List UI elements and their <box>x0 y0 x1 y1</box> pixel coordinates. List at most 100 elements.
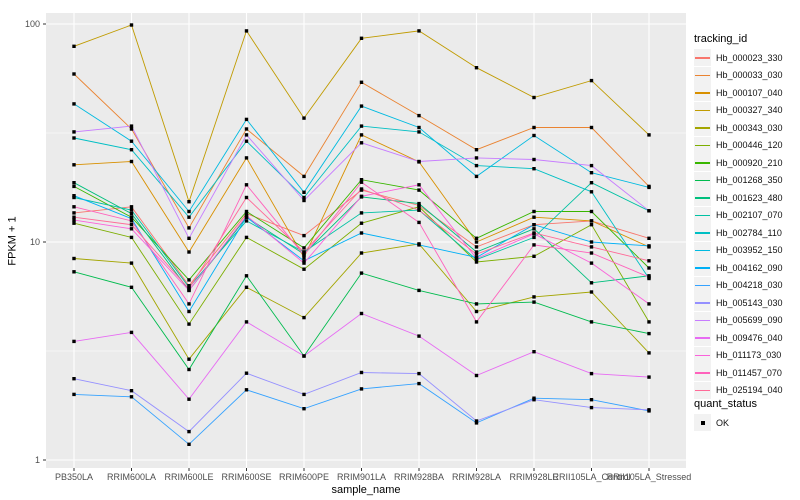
data-point <box>417 381 421 386</box>
legend-key-box <box>694 259 711 276</box>
data-point <box>532 231 536 235</box>
data-point <box>244 214 249 218</box>
data-point <box>474 148 479 152</box>
data-point <box>187 250 191 254</box>
data-point <box>302 354 306 358</box>
legend-entry-label: Hb_002107_070 <box>716 210 783 220</box>
legend-entry-Hb_004218_030: Hb_004218_030 <box>694 276 783 294</box>
data-point <box>302 190 306 194</box>
legend-title-tracking-id: tracking_id <box>694 33 748 45</box>
data-point <box>129 124 134 128</box>
data-point <box>647 266 651 270</box>
x-tick-label-RRIM928LE: RRIM928LE <box>509 472 559 482</box>
y-tick-label-10: 10 <box>29 237 40 247</box>
data-point <box>244 209 249 214</box>
data-point <box>359 311 364 316</box>
data-point <box>589 405 594 410</box>
legend-entry-Hb_005143_030: Hb_005143_030 <box>694 294 783 311</box>
data-point <box>474 236 479 240</box>
legend-key-line-icon <box>695 267 710 269</box>
legend-key-box <box>694 206 711 224</box>
data-point <box>532 223 536 227</box>
data-point <box>532 157 536 162</box>
data-point <box>589 219 594 223</box>
x-tick-label-RRIM600LA: RRIM600LA <box>106 472 157 482</box>
data-point <box>647 320 651 324</box>
data-point <box>72 136 76 140</box>
data-point <box>589 78 594 83</box>
data-point <box>244 371 249 375</box>
y-tick-label-100: 100 <box>24 19 40 29</box>
data-point <box>474 260 479 264</box>
data-point <box>417 334 421 338</box>
data-point <box>647 331 651 336</box>
data-point <box>474 421 479 425</box>
data-point <box>474 309 479 314</box>
data-point <box>417 29 421 33</box>
legend-entry-label: Hb_000033_030 <box>716 70 783 80</box>
data-point <box>244 195 249 200</box>
data-point <box>532 295 536 299</box>
legend-entry-Hb_000023_330: Hb_000023_330 <box>694 49 783 66</box>
legend-key-box <box>694 329 711 346</box>
data-point <box>187 215 191 219</box>
legend-key-box <box>694 119 711 136</box>
x-tick-label-RRIM928BA: RRIM928BA <box>393 472 445 482</box>
data-point <box>72 195 76 200</box>
data-point <box>417 159 421 164</box>
data-point <box>359 251 364 255</box>
data-point <box>417 288 421 293</box>
legend-entry-label: Hb_002784_110 <box>716 227 782 238</box>
data-point <box>474 250 479 254</box>
legend-key-box <box>694 276 711 294</box>
data-point <box>647 259 651 263</box>
data-point <box>72 44 76 48</box>
legend-key-line-icon <box>695 214 710 217</box>
data-point <box>359 387 364 391</box>
data-point <box>359 104 364 108</box>
data-point <box>187 429 191 434</box>
data-point <box>72 377 76 381</box>
legend-key-box <box>694 311 711 329</box>
data-point <box>359 178 364 182</box>
data-point <box>244 117 249 122</box>
data-point <box>129 223 134 227</box>
legend-entry-Hb_000107_040: Hb_000107_040 <box>694 84 783 101</box>
data-point <box>589 398 594 402</box>
data-point <box>532 300 536 304</box>
data-point <box>244 127 249 131</box>
data-point <box>359 124 364 128</box>
data-point <box>474 256 479 261</box>
data-point <box>647 236 651 240</box>
legend-entry-Hb_002107_070: Hb_002107_070 <box>694 206 783 224</box>
data-point <box>129 139 134 143</box>
legend-key-box <box>694 66 711 84</box>
data-point <box>72 163 76 167</box>
x-tick-label-RRIM928LA: RRIM928LA <box>451 472 502 482</box>
data-point <box>474 163 479 168</box>
legend-entry-Hb_001623_480: Hb_001623_480 <box>694 189 783 206</box>
data-point <box>187 226 191 230</box>
data-point <box>647 275 651 279</box>
data-point <box>129 261 134 265</box>
legend-entry-label: Hb_025194_040 <box>716 385 783 395</box>
data-point <box>532 125 536 130</box>
legend-entry-label: Hb_000920_210 <box>716 157 783 168</box>
data-point <box>589 261 594 265</box>
data-point <box>417 113 421 118</box>
data-point <box>589 125 594 130</box>
data-point <box>302 233 306 238</box>
data-point <box>474 245 479 249</box>
legend-entry-label: Hb_000327_340 <box>716 105 783 115</box>
legend-key-line-icon <box>695 92 710 94</box>
data-point <box>417 188 421 192</box>
legend-entry-label: Hb_005143_030 <box>716 297 783 308</box>
legend-entry-Hb_005699_090: Hb_005699_090 <box>694 311 783 329</box>
data-point <box>129 205 134 209</box>
data-point <box>532 95 536 100</box>
data-point <box>129 211 134 216</box>
legend-key-box <box>694 414 711 431</box>
data-point <box>244 211 249 216</box>
data-point <box>474 320 479 324</box>
data-point <box>302 253 306 257</box>
